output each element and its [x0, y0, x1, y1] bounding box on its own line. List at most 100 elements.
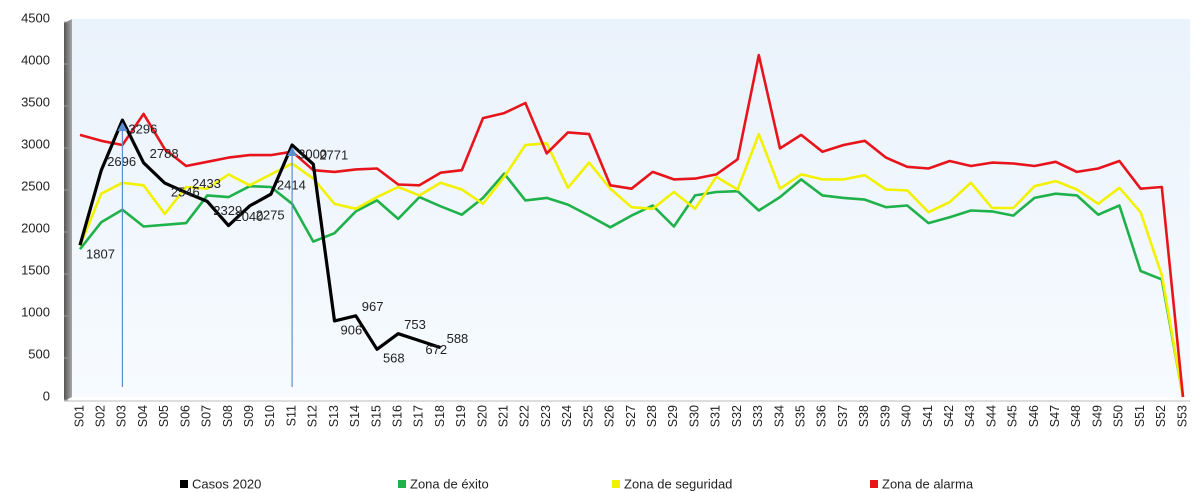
legend-item: Casos 2020 [180, 476, 261, 491]
data-label: 906 [341, 322, 363, 337]
series-line [78, 118, 442, 351]
data-label: 2040 [234, 209, 263, 224]
x-tick-label: S38 [857, 405, 871, 427]
x-tick-label: S17 [412, 405, 426, 427]
legend-item: Zona de éxito [398, 476, 489, 491]
y-tick-label: 2500 [21, 178, 50, 193]
y-tick-label: 1500 [21, 262, 50, 277]
x-tick-label: S52 [1154, 405, 1168, 427]
legend-item: Zona de seguridad [612, 476, 732, 491]
x-tick-label: S31 [709, 405, 723, 427]
y-tick-label: 2000 [21, 220, 50, 235]
data-label: 2329 [213, 203, 242, 218]
data-label: 2275 [256, 207, 285, 222]
data-label: 753 [404, 317, 426, 332]
x-tick-label: S09 [242, 405, 256, 427]
y-tick-label: 500 [28, 346, 50, 361]
x-tick-label: S48 [1069, 405, 1083, 427]
legend-swatch [180, 480, 188, 488]
x-tick-label: S26 [603, 405, 617, 427]
x-tick-label: S44 [984, 405, 998, 427]
data-label: 2414 [277, 178, 306, 193]
data-label: 2546 [171, 185, 200, 200]
data-label: 3296 [128, 122, 157, 137]
x-tick-label: S16 [390, 405, 404, 427]
data-label: 2696 [107, 154, 136, 169]
x-tick-label: S06 [178, 405, 192, 427]
x-tick-label: S34 [772, 405, 786, 427]
x-tick-label: S11 [284, 405, 298, 426]
x-tick-label: S18 [433, 405, 447, 427]
x-tick-label: S25 [581, 405, 595, 427]
x-tick-label: S22 [518, 405, 532, 427]
x-tick-label: S03 [115, 405, 129, 427]
data-label: 967 [362, 299, 384, 314]
x-tick-label: S51 [1133, 405, 1147, 427]
data-label: 588 [447, 331, 469, 346]
x-tick-label: S40 [900, 405, 914, 427]
x-tick-label: S04 [136, 405, 150, 427]
x-tick-label: S01 [72, 405, 86, 427]
x-tick-label: S08 [221, 405, 235, 427]
data-label: 672 [425, 342, 447, 357]
y-tick-label: 3000 [21, 136, 50, 151]
y-tick-label: 3500 [21, 94, 50, 109]
pointer-arrow [287, 147, 298, 156]
data-label: 2771 [319, 148, 348, 163]
x-tick-label: S15 [369, 405, 383, 427]
x-tick-label: S23 [539, 405, 553, 427]
x-tick-label: S45 [1006, 405, 1020, 427]
x-tick-label: S36 [815, 405, 829, 427]
legend-swatch [398, 480, 406, 488]
x-tick-label: S12 [306, 405, 320, 427]
x-tick-label: S46 [1027, 405, 1041, 427]
legend-label: Casos 2020 [192, 476, 261, 491]
x-tick-label: S27 [624, 405, 638, 427]
x-tick-label: S49 [1090, 405, 1104, 427]
x-tick-label: S37 [836, 405, 850, 427]
data-label: 568 [383, 351, 405, 366]
x-tick-label: S14 [348, 405, 362, 427]
x-tick-label: S42 [942, 405, 956, 427]
x-tick-label: S33 [751, 405, 765, 427]
legend-swatch [612, 480, 620, 488]
x-tick-label: S13 [327, 405, 341, 427]
y-tick-label: 4000 [21, 52, 50, 67]
y-tick-label: 0 [43, 388, 50, 403]
x-tick-label: S05 [157, 405, 171, 427]
y-axis-wall [64, 19, 72, 401]
x-tick-label: S20 [475, 405, 489, 427]
x-tick-label: S39 [878, 405, 892, 427]
legend-label: Zona de éxito [410, 476, 489, 491]
x-tick-label: S28 [645, 405, 659, 427]
x-tick-label: S32 [730, 405, 744, 427]
x-tick-label: S50 [1112, 405, 1126, 427]
x-tick-label: S29 [666, 405, 680, 427]
x-tick-label: S41 [921, 405, 935, 427]
series-line [78, 172, 1185, 398]
y-tick-label: 4500 [21, 10, 50, 25]
x-tick-label: S53 [1175, 405, 1189, 427]
x-tick-label: S47 [1048, 405, 1062, 427]
legend-item: Zona de alarma [870, 476, 974, 491]
legend-label: Zona de seguridad [624, 476, 732, 491]
x-tick-label: S07 [200, 405, 214, 427]
legend-swatch [870, 480, 878, 488]
x-tick-label: S19 [454, 405, 468, 427]
x-tick-label: S35 [793, 405, 807, 427]
x-tick-label: S10 [263, 405, 277, 427]
legend-label: Zona de alarma [882, 476, 974, 491]
series-line [78, 132, 1185, 398]
data-label: 1807 [86, 247, 115, 262]
x-tick-label: S21 [497, 405, 511, 427]
x-tick-label: S24 [560, 405, 574, 427]
data-label: 2788 [150, 146, 179, 161]
data-label: 3000 [298, 146, 327, 161]
series-line [79, 53, 1185, 398]
y-tick-label: 1000 [21, 304, 50, 319]
x-tick-label: S02 [94, 405, 108, 427]
x-tick-label: S43 [963, 405, 977, 427]
data-label: 2433 [192, 176, 221, 191]
